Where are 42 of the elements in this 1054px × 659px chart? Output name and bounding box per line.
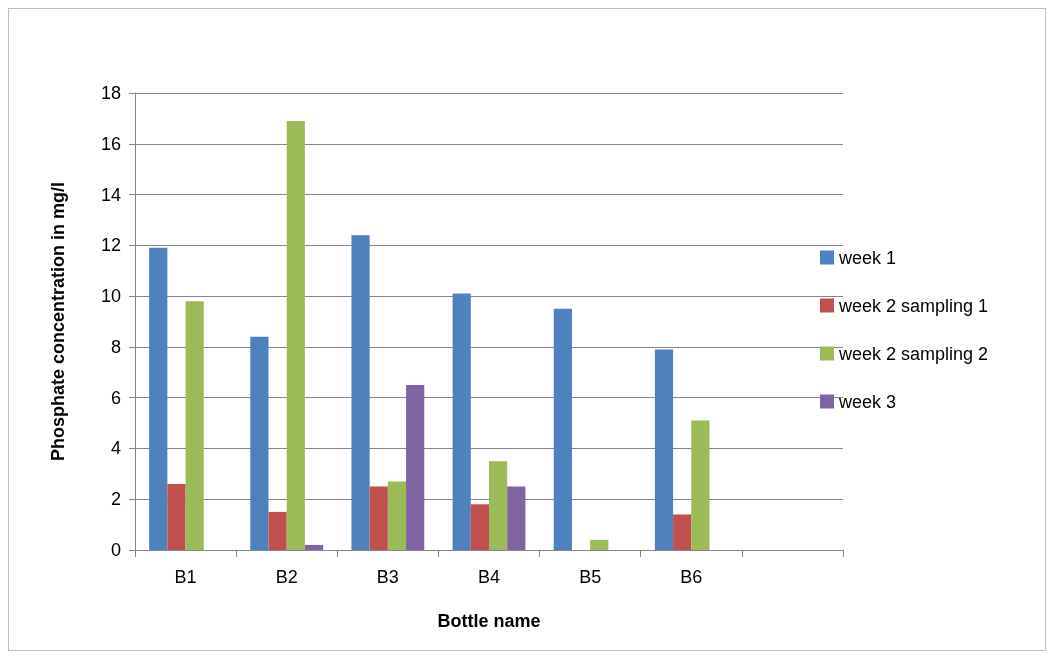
bar xyxy=(590,539,609,550)
y-axis-title: Phosphate concentration in mg/l xyxy=(48,181,68,462)
bar xyxy=(268,511,287,550)
bar xyxy=(452,293,471,550)
x-axis-title: Bottle name xyxy=(437,611,541,631)
legend-label: week 3 xyxy=(838,391,897,412)
bar xyxy=(470,504,489,550)
y-tick-label: 6 xyxy=(110,387,121,408)
bar xyxy=(369,486,388,550)
y-tick-label: 18 xyxy=(100,83,121,103)
legend-label: week 1 xyxy=(838,247,897,268)
x-tick-label: B1 xyxy=(174,567,197,587)
legend-label: week 2 sampling 2 xyxy=(838,343,989,364)
x-tick-label: B3 xyxy=(376,567,399,587)
bar xyxy=(304,544,324,550)
bar xyxy=(351,235,370,550)
y-tick-label: 8 xyxy=(110,336,121,357)
bar xyxy=(673,514,692,550)
bar xyxy=(167,483,186,550)
bar xyxy=(286,120,305,550)
y-tick-label: 0 xyxy=(110,540,121,560)
bar xyxy=(553,308,572,550)
y-tick-label: 2 xyxy=(110,489,121,510)
bar xyxy=(149,247,168,550)
y-tick-label: 12 xyxy=(100,235,121,256)
x-tick-label: B5 xyxy=(579,567,602,587)
bar xyxy=(489,461,508,550)
bar xyxy=(406,384,425,550)
bar xyxy=(654,349,674,550)
bar xyxy=(691,420,710,550)
y-tick-label: 14 xyxy=(100,184,121,205)
bar xyxy=(507,486,526,550)
y-tick-label: 16 xyxy=(100,133,121,154)
legend-label: week 2 sampling 1 xyxy=(838,295,989,316)
x-tick-label: B4 xyxy=(477,567,501,587)
x-tick-label: B2 xyxy=(275,567,298,587)
bar xyxy=(250,336,269,550)
bar xyxy=(387,481,407,550)
x-tick-label: B6 xyxy=(680,567,703,587)
bar xyxy=(185,301,204,550)
y-tick-label: 10 xyxy=(100,286,121,307)
y-tick-label: 4 xyxy=(110,438,121,459)
